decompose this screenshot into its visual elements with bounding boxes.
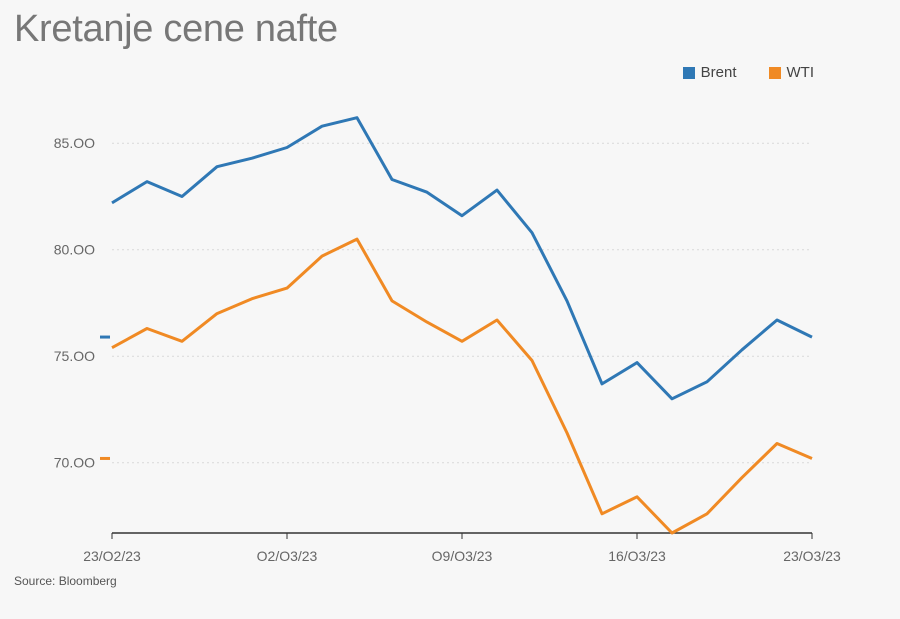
- y-tick-label: 85.OO: [54, 135, 95, 151]
- series-lines: [111, 116, 813, 535]
- last-value-markers: [100, 335, 110, 460]
- series-line-brent: [111, 116, 813, 401]
- x-tick-label: 16/O3/23: [608, 548, 666, 564]
- legend-item-brent: Brent: [682, 64, 737, 81]
- gridlines: [112, 142, 812, 464]
- chart-title: Kretanje cene nafte: [14, 8, 338, 50]
- y-tick-label: 80.OO: [54, 242, 95, 258]
- source-note: Source: Bloomberg: [14, 574, 117, 588]
- y-tick-label: 75.OO: [54, 348, 95, 364]
- chart-legend: Brent WTI: [682, 64, 815, 81]
- legend-swatch-wti: [768, 66, 781, 79]
- legend-item-wti: WTI: [768, 64, 815, 81]
- series-line-wti: [111, 237, 813, 535]
- x-tick-label: 23/O3/23: [783, 548, 841, 564]
- y-tick-label: 70.OO: [54, 455, 95, 471]
- y-axis-ticks: 85.OO 80.OO 75.OO 70.OO: [54, 135, 95, 470]
- legend-swatch-brent: [682, 66, 695, 79]
- x-tick-label: O2/O3/23: [257, 548, 318, 564]
- x-tick-label: 23/O2/23: [83, 548, 141, 564]
- legend-label-brent: Brent: [700, 64, 737, 81]
- x-tick-label: O9/O3/23: [432, 548, 493, 564]
- x-axis-ticks: 23/O2/23 O2/O3/23 O9/O3/23 16/O3/23 23/O3/23: [83, 533, 841, 564]
- legend-label-wti: WTI: [786, 64, 815, 81]
